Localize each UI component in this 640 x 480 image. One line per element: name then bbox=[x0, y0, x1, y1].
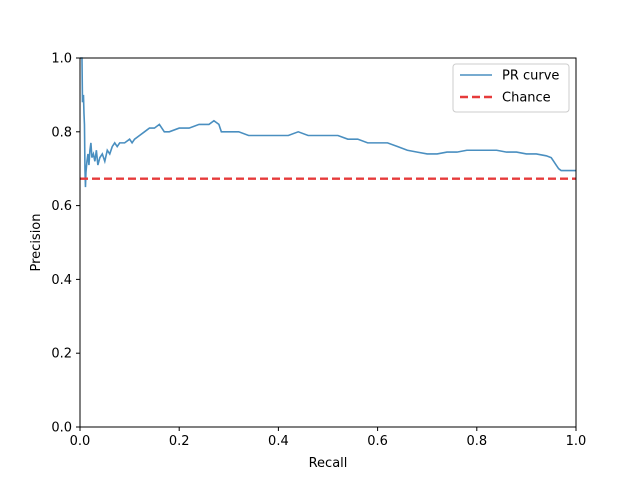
x-tick-label: 0.4 bbox=[268, 434, 289, 449]
legend-box bbox=[452, 63, 570, 113]
series-layer bbox=[80, 57, 576, 188]
y-tick-label: 0.2 bbox=[51, 347, 72, 362]
x-tick-label: 0.2 bbox=[169, 434, 190, 449]
legend-label-pr-curve: PR curve bbox=[502, 69, 559, 84]
series-line-pr-curve bbox=[80, 57, 576, 188]
x-tick-label: 0.8 bbox=[466, 434, 487, 449]
y-tick-label: 0.0 bbox=[51, 421, 72, 436]
y-tick-label: 1.0 bbox=[51, 52, 72, 67]
plot-frame bbox=[79, 57, 577, 428]
x-tick-label: 0.6 bbox=[367, 434, 388, 449]
x-tick-label: 1.0 bbox=[566, 434, 587, 449]
y-axis-ticks: 0.0 0.2 0.4 0.6 0.8 1.0 bbox=[51, 52, 80, 436]
y-axis-label: Precision bbox=[29, 213, 44, 271]
legend: PR curve Chance bbox=[452, 63, 570, 113]
y-tick-label: 0.8 bbox=[51, 125, 72, 140]
y-tick-label: 0.6 bbox=[51, 199, 72, 214]
x-tick-label: 0.0 bbox=[70, 434, 91, 449]
y-tick-label: 0.4 bbox=[51, 273, 72, 288]
x-axis-ticks: 0.0 0.2 0.4 0.6 0.8 1.0 bbox=[70, 427, 587, 449]
x-axis-label: Recall bbox=[309, 456, 348, 471]
legend-label-chance: Chance bbox=[502, 91, 551, 106]
